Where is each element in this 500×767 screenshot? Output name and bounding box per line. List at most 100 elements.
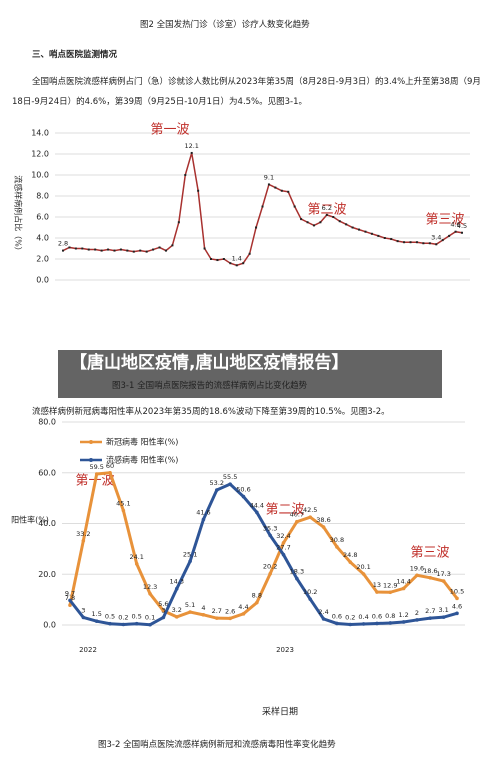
data-label: 60	[106, 462, 114, 470]
marker	[388, 621, 393, 625]
y-axis-label: 流感样病例占比（%）	[14, 175, 24, 255]
annotation: 第二波	[307, 203, 346, 218]
y-tick-label: 2.0	[36, 255, 49, 264]
marker	[281, 540, 286, 545]
data-label: 5.1	[185, 601, 195, 609]
marker	[94, 248, 97, 251]
data-label: 10.5	[450, 587, 464, 595]
data-label: 3	[81, 606, 85, 614]
marker	[228, 616, 232, 621]
marker	[287, 190, 290, 193]
marker	[81, 247, 84, 250]
marker	[214, 616, 219, 620]
data-label: 5.6	[158, 600, 168, 608]
marker	[235, 264, 238, 267]
marker	[361, 572, 366, 576]
marker	[203, 247, 206, 250]
marker	[335, 545, 339, 549]
marker	[62, 249, 64, 252]
marker	[455, 611, 459, 616]
marker	[267, 183, 270, 186]
y-tick-label: 80.0	[38, 418, 56, 427]
marker	[377, 234, 380, 237]
data-label: 4.6	[450, 221, 460, 229]
marker	[441, 239, 444, 242]
data-label: 10.2	[303, 588, 317, 596]
marker	[201, 613, 206, 617]
data-label: 20.1	[356, 563, 370, 571]
marker	[351, 226, 354, 229]
data-label: 24.8	[343, 551, 357, 559]
data-label: 14.3	[170, 578, 184, 586]
marker	[119, 248, 122, 251]
marker	[345, 223, 348, 226]
marker	[455, 596, 459, 601]
marker	[409, 241, 412, 244]
y-axis-label: 阳性率(%)	[11, 515, 49, 525]
data-label: 0.2	[118, 613, 128, 621]
overlay	[58, 350, 442, 398]
marker	[241, 612, 246, 616]
marker	[188, 610, 192, 614]
caption: 图2 全国发热门诊（诊室）诊疗人数变化趋势	[140, 20, 310, 30]
marker	[274, 186, 277, 189]
data-label: 38.6	[316, 516, 330, 524]
marker	[383, 237, 386, 239]
marker	[435, 243, 438, 246]
marker	[321, 525, 326, 529]
marker	[174, 615, 179, 619]
data-label: 18.6	[423, 567, 437, 575]
data-label: 0.5	[105, 613, 115, 621]
data-label: 30.8	[330, 536, 344, 544]
annotation: 第二波	[265, 503, 304, 518]
marker	[364, 230, 367, 233]
marker	[139, 249, 142, 252]
data-label: 20.2	[263, 563, 277, 571]
marker	[158, 246, 161, 249]
data-label: 50.6	[236, 486, 250, 494]
marker	[107, 248, 110, 251]
data-label: 12.3	[143, 583, 157, 591]
data-label: 1.5	[92, 610, 102, 618]
data-label: 4	[201, 604, 205, 612]
marker	[121, 508, 126, 513]
marker	[375, 621, 379, 626]
y-tick-label: 4.0	[36, 234, 49, 243]
marker	[415, 618, 419, 622]
marker	[121, 622, 126, 627]
paragraph: 全国哨点医院流感样病例占门（急）诊就诊人数比例从2023年第35周（8月28日-…	[12, 77, 481, 107]
marker	[300, 218, 303, 221]
marker	[306, 221, 309, 224]
legend-marker	[89, 458, 93, 462]
marker	[261, 205, 264, 208]
marker	[241, 494, 246, 499]
marker	[68, 598, 72, 603]
legend-label: 流感病毒 阳性率(%)	[106, 455, 178, 465]
marker	[255, 226, 258, 229]
data-label: 3	[161, 606, 165, 614]
data-label: 3.1	[438, 606, 448, 614]
legend-label: 新冠病毒 阳性率(%)	[106, 437, 178, 447]
annotation: 第一波	[150, 123, 189, 138]
marker	[255, 510, 259, 515]
data-label: 4.5	[457, 222, 467, 230]
marker	[100, 249, 103, 252]
marker	[145, 250, 148, 253]
y-tick-label: 14.0	[31, 129, 49, 138]
marker	[415, 573, 419, 578]
data-label: 55.5	[223, 473, 237, 481]
marker	[214, 488, 219, 492]
data-label: 41.6	[196, 508, 210, 516]
data-label: 24.1	[129, 553, 143, 561]
marker	[422, 242, 425, 245]
data-label: 4.6	[452, 602, 462, 610]
y-tick-label: 60.0	[38, 468, 56, 477]
data-label: 1.4	[232, 254, 242, 262]
marker	[108, 621, 112, 626]
marker	[108, 470, 112, 475]
marker	[401, 620, 406, 624]
marker	[319, 221, 322, 224]
data-label: 0.2	[345, 613, 355, 621]
